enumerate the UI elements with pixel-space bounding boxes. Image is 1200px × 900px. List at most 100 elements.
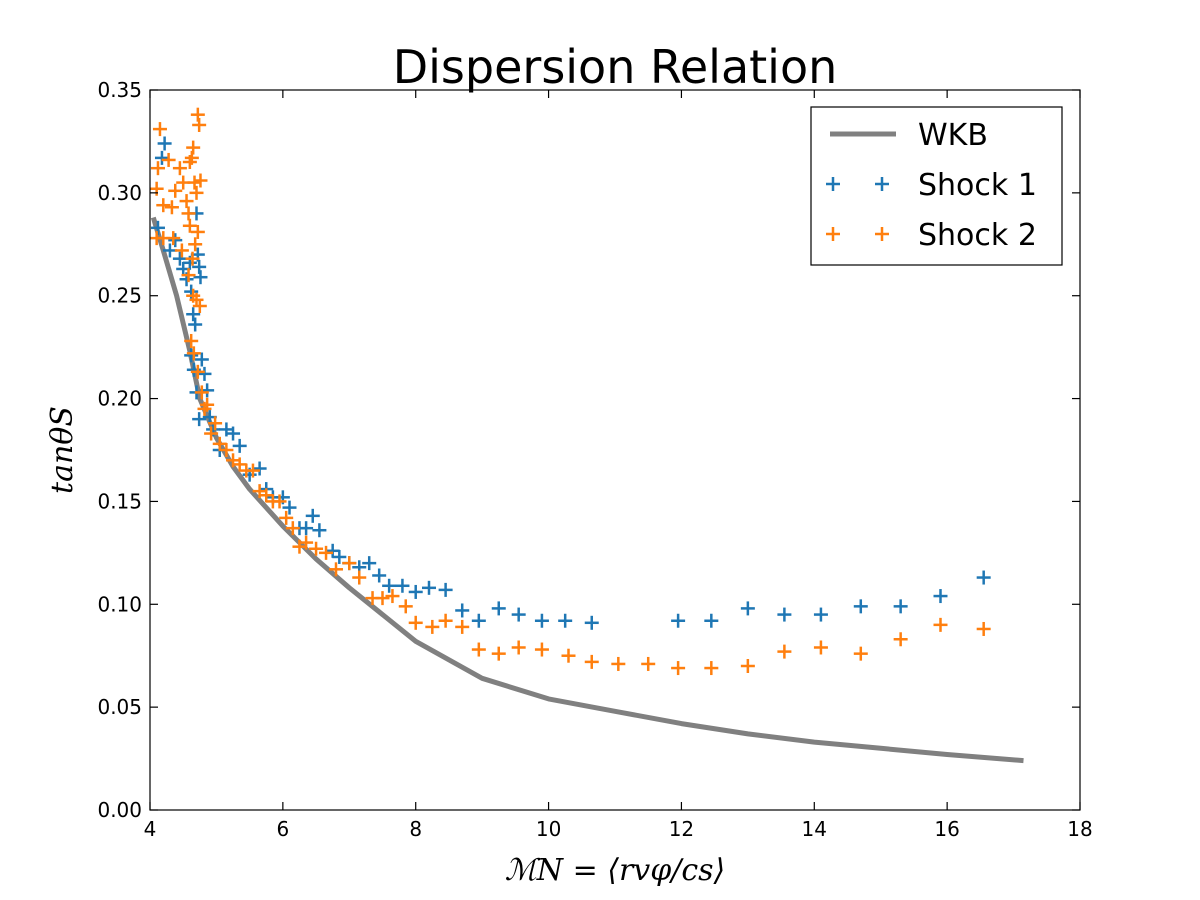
- data-point-shock-2: [471, 642, 486, 657]
- data-point-shock-1: [299, 521, 314, 536]
- x-tick-label: 6: [276, 817, 289, 841]
- data-point-shock-2: [204, 426, 219, 441]
- data-point-shock-2: [184, 150, 199, 165]
- data-point-shock-2: [193, 173, 208, 188]
- data-point-shock-2: [184, 333, 199, 348]
- data-point-shock-1: [157, 136, 172, 151]
- data-point-shock-2: [777, 644, 792, 659]
- data-point-shock-2: [182, 218, 197, 233]
- data-point-shock-2: [385, 589, 400, 604]
- x-tick-label: 8: [409, 817, 422, 841]
- y-tick-label: 0.35: [97, 78, 142, 102]
- data-point-shock-2: [561, 648, 576, 663]
- data-point-shock-1: [193, 270, 208, 285]
- data-point-shock-2: [189, 185, 204, 200]
- data-point-shock-1: [362, 556, 377, 571]
- data-point-shock-2: [212, 436, 227, 451]
- data-point-shock-2: [933, 617, 948, 632]
- data-point-shock-1: [150, 220, 165, 235]
- y-tick-label: 0.15: [97, 489, 142, 513]
- y-tick-label: 0.20: [97, 387, 142, 411]
- data-point-shock-2: [181, 206, 196, 221]
- x-axis-label: ℳN = ⟨rvφ/cs⟩: [505, 853, 726, 888]
- data-point-shock-1: [172, 251, 187, 266]
- data-point-shock-2: [438, 613, 453, 628]
- data-point-shock-2: [166, 231, 181, 246]
- data-point-shock-1: [740, 601, 755, 616]
- data-point-shock-2: [186, 346, 201, 361]
- data-point-shock-2: [156, 198, 171, 213]
- data-point-shock-2: [245, 463, 260, 478]
- data-point-shock-1: [534, 613, 549, 628]
- data-point-shock-2: [584, 654, 599, 669]
- data-point-shock-2: [309, 541, 324, 556]
- legend-marker-shock-1: [826, 177, 889, 191]
- data-point-shock-2: [408, 615, 423, 630]
- data-point-shock-1: [372, 568, 387, 583]
- legend-entry-wkb: WKB: [830, 118, 988, 153]
- data-point-shock-2: [194, 385, 209, 400]
- data-point-shock-2: [329, 562, 343, 577]
- legend-entry-shock-2: Shock 2: [826, 218, 1037, 253]
- data-point-shock-1: [511, 607, 526, 622]
- data-point-shock-1: [192, 259, 207, 274]
- data-point-shock-1: [197, 366, 212, 381]
- data-point-shock-2: [285, 521, 300, 536]
- data-point-shock-2: [342, 556, 357, 571]
- data-point-shock-2: [534, 642, 549, 657]
- legend-label-wkb: WKB: [918, 118, 988, 153]
- data-point-shock-2: [611, 656, 626, 671]
- data-point-shock-2: [425, 619, 440, 634]
- data-point-shock-2: [813, 640, 828, 655]
- legend-label-shock-1: Shock 1: [918, 168, 1037, 203]
- data-point-shock-1: [704, 613, 719, 628]
- data-point-shock-1: [305, 508, 320, 523]
- data-point-shock-1: [933, 589, 948, 604]
- data-point-shock-2: [188, 237, 203, 252]
- data-point-shock-1: [408, 584, 423, 599]
- data-point-shock-2: [192, 117, 207, 132]
- x-tick-label: 10: [536, 817, 561, 841]
- data-point-shock-1: [312, 523, 327, 538]
- x-tick-label: 4: [144, 817, 157, 841]
- data-point-shock-2: [455, 619, 470, 634]
- x-tick-label: 14: [802, 817, 827, 841]
- data-point-shock-2: [186, 140, 201, 155]
- legend-label-shock-2: Shock 2: [918, 218, 1037, 253]
- data-point-shock-1: [422, 580, 436, 595]
- data-point-shock-2: [491, 646, 506, 661]
- data-point-shock-2: [704, 661, 719, 676]
- data-point-shock-2: [671, 661, 686, 676]
- data-point-shock-2: [150, 161, 165, 176]
- data-point-shock-1: [252, 461, 267, 476]
- data-point-shock-1: [438, 582, 453, 597]
- x-tick-label: 12: [669, 817, 694, 841]
- data-point-shock-1: [395, 578, 410, 593]
- data-point-shock-2: [398, 599, 413, 614]
- legend-entry-shock-1: Shock 1: [826, 168, 1037, 203]
- data-point-shock-2: [352, 570, 367, 585]
- data-point-shock-2: [187, 175, 202, 190]
- data-point-shock-2: [272, 494, 287, 509]
- data-point-shock-2: [319, 545, 334, 560]
- data-point-shock-2: [172, 161, 187, 176]
- data-point-shock-2: [168, 183, 183, 198]
- data-point-shock-2: [189, 292, 204, 307]
- y-tick-label: 0.05: [97, 695, 142, 719]
- data-point-shock-2: [219, 443, 234, 457]
- data-point-shock-2: [279, 510, 294, 525]
- x-tick-label: 18: [1067, 817, 1092, 841]
- legend-marker-shock-2: [826, 227, 889, 241]
- data-point-shock-2: [185, 251, 200, 266]
- y-axis-label: tanθS: [45, 406, 80, 494]
- data-point-shock-1: [168, 233, 183, 248]
- data-point-shock-2: [259, 488, 274, 503]
- y-tick-label: 0.30: [97, 181, 142, 205]
- data-point-shock-2: [511, 640, 526, 655]
- data-point-shock-1: [455, 603, 470, 618]
- data-point-shock-1: [226, 426, 241, 441]
- data-point-shock-2: [179, 194, 194, 209]
- axis-ticks: 4 6 8 10 12 14 16 18 0.00 0.05 0.10 0.15 0.20 0.25 0.3…: [97, 78, 1092, 841]
- data-point-shock-1: [325, 543, 340, 558]
